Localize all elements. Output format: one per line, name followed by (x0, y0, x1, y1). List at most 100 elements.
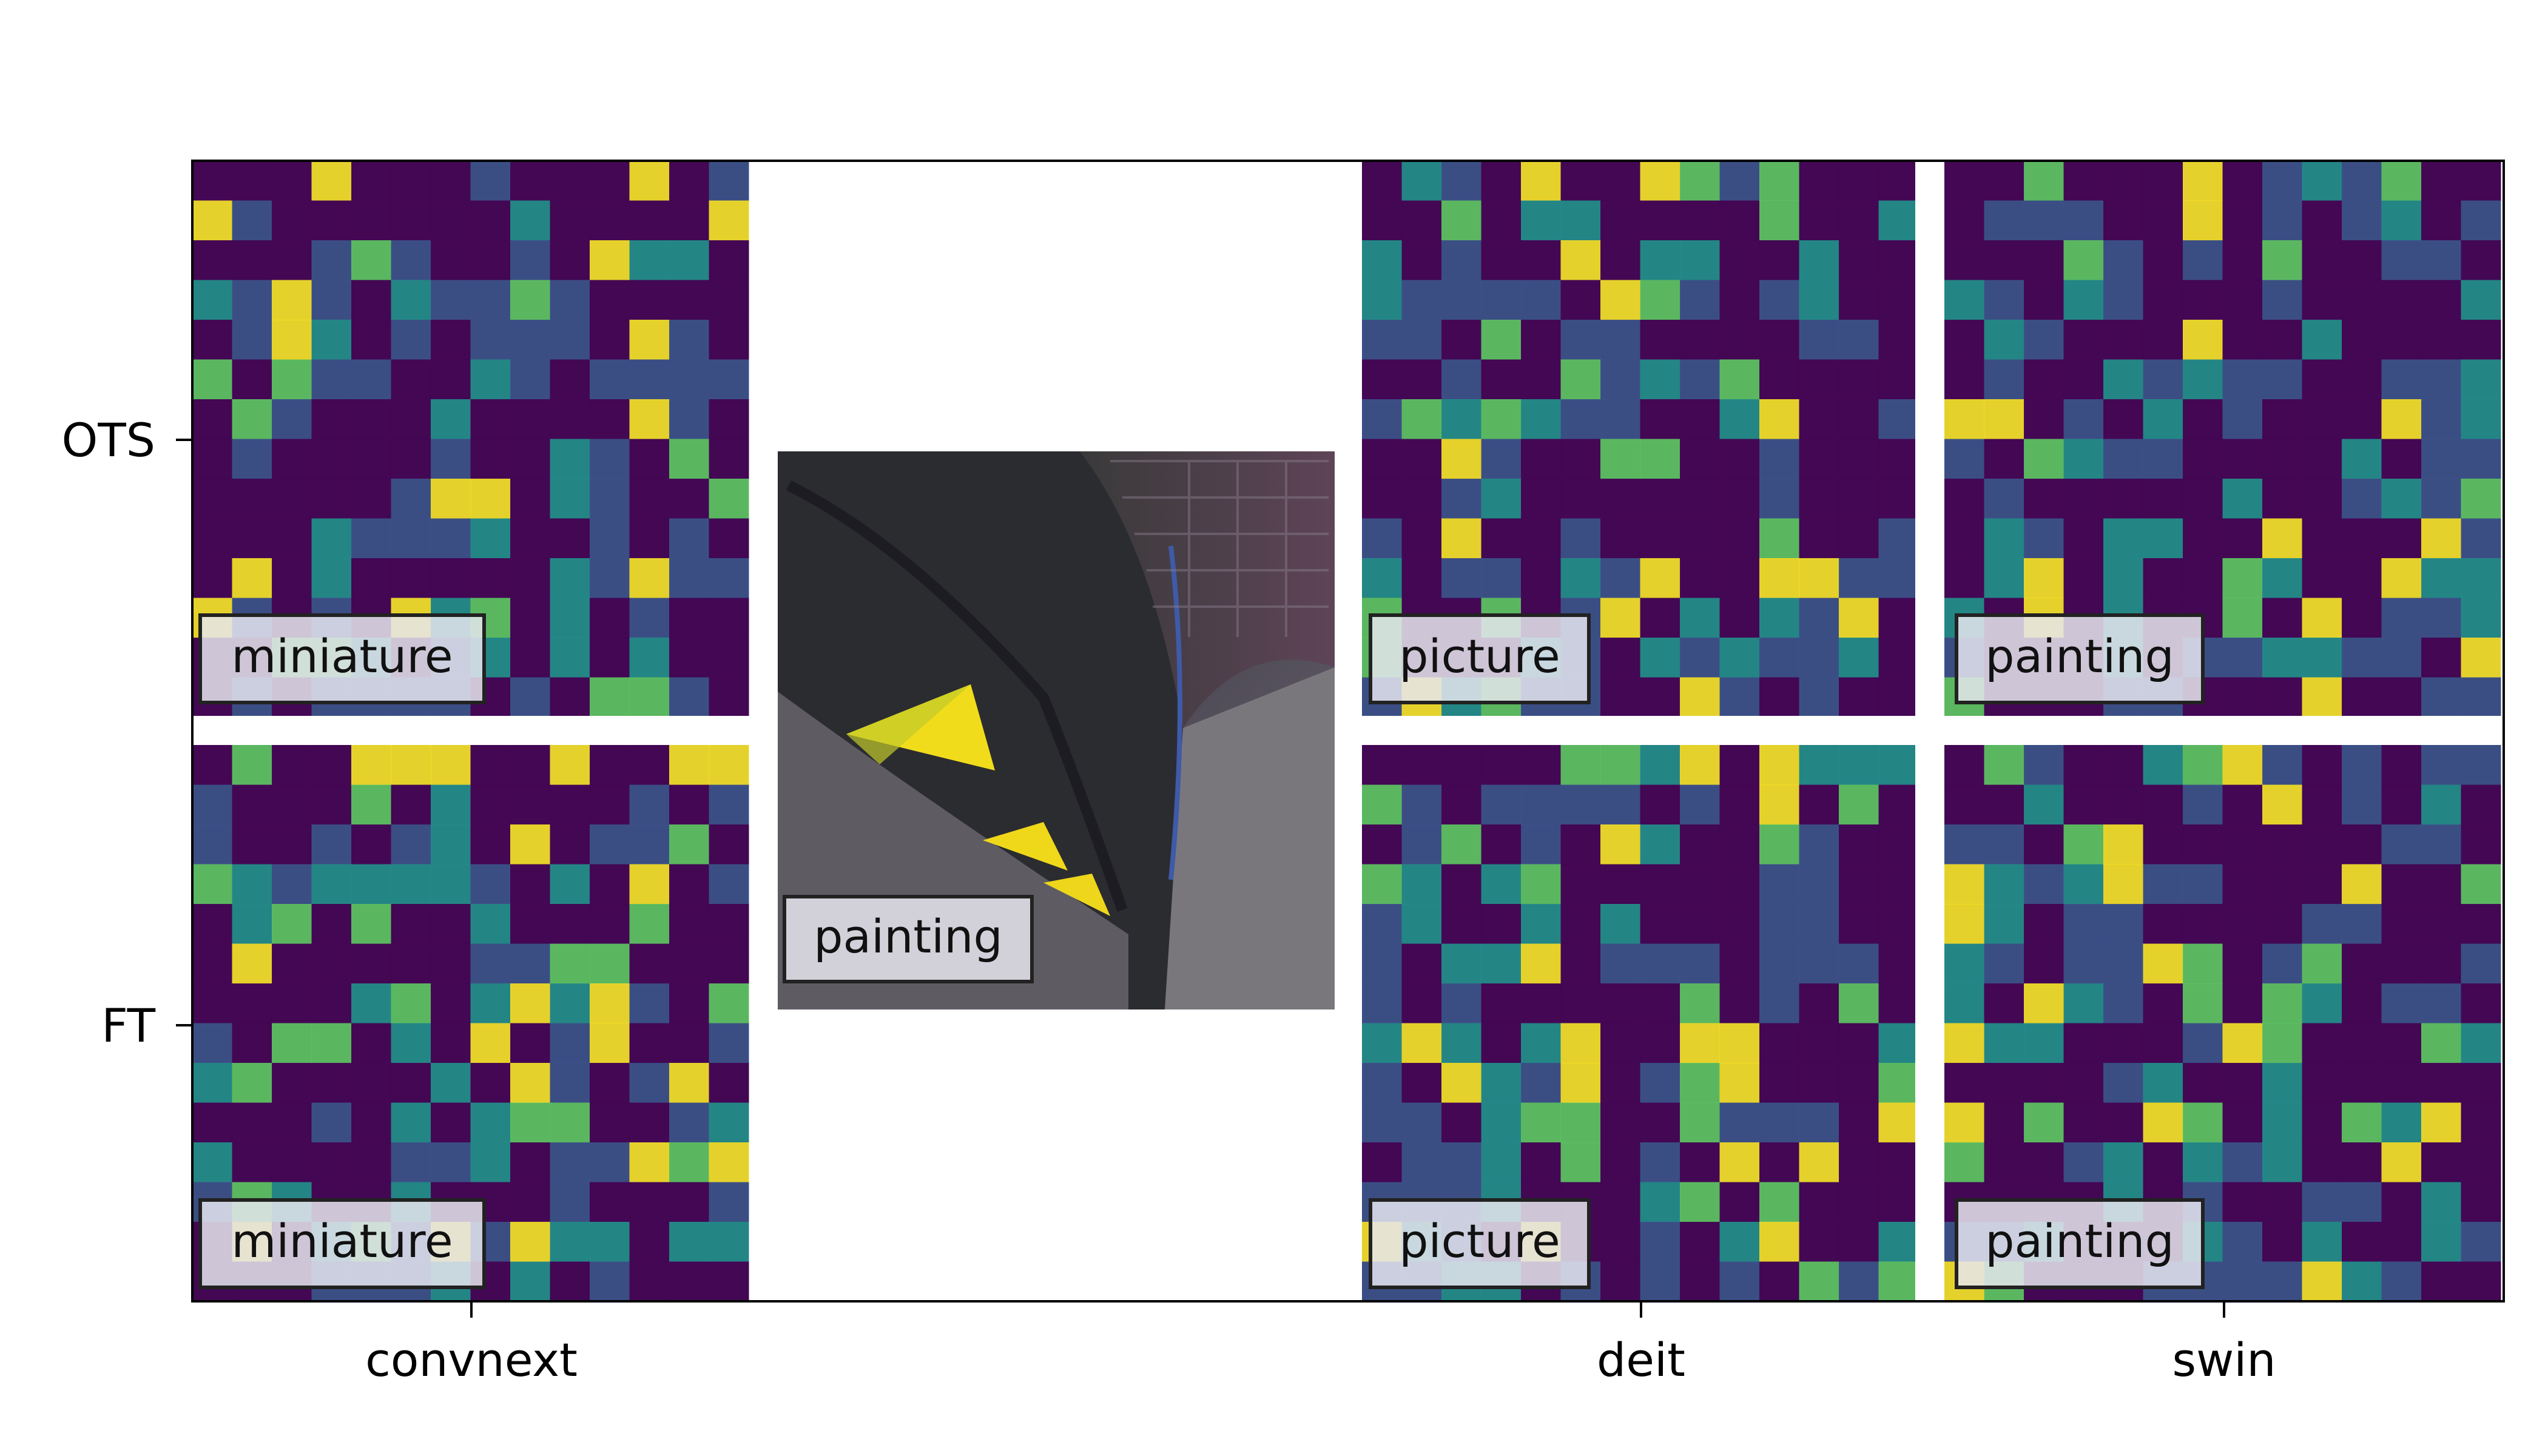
heatmap-cell (1839, 904, 1879, 944)
heatmap-cell (391, 320, 431, 360)
heatmap-cell (471, 745, 511, 785)
heatmap-cell (312, 1103, 352, 1143)
heatmap-cell (2223, 745, 2263, 785)
heatmap-cell (1600, 1222, 1640, 1262)
heatmap-cell (2024, 904, 2064, 944)
heatmap-cell (2262, 598, 2302, 638)
heatmap-cell (351, 1103, 391, 1143)
heatmap-cell (1640, 1222, 1680, 1262)
heatmap-cell (1839, 1063, 1879, 1103)
heatmap-cell (590, 360, 630, 400)
heatmap-cell (1799, 824, 1839, 864)
heatmap-cell (1561, 1142, 1601, 1182)
heatmap-cell (2342, 944, 2382, 984)
heatmap-cell (550, 1182, 590, 1222)
heatmap-cell (1561, 439, 1601, 479)
heatmap-cell (1879, 1182, 1919, 1222)
heatmap-cell (1879, 1063, 1919, 1103)
heatmap-cell (1720, 1063, 1760, 1103)
heatmap-cell (1521, 1103, 1561, 1143)
heatmap-cell (630, 479, 670, 519)
heatmap-cell (192, 399, 232, 439)
heatmap-cell (1984, 944, 2024, 984)
heatmap-cell (2382, 944, 2422, 984)
heatmap-cell (2461, 519, 2501, 559)
heatmap-cell (312, 519, 352, 559)
heatmap-cell (2262, 519, 2302, 559)
heatmap-cell (1561, 983, 1601, 1023)
heatmap-cell (232, 824, 272, 864)
heatmap-cell (630, 320, 670, 360)
heatmap-cell (2421, 1142, 2461, 1182)
heatmap-cell (1402, 558, 1442, 598)
heatmap-cell (669, 745, 709, 785)
heatmap-cell (232, 479, 272, 519)
heatmap-cell (1944, 983, 1984, 1023)
heatmap-cell (1879, 479, 1919, 519)
heatmap-cell (1640, 904, 1680, 944)
heatmap-cell (2342, 1142, 2382, 1182)
heatmap-cell (1759, 360, 1799, 400)
heatmap-cell (2183, 439, 2223, 479)
heatmap-cell (1680, 1103, 1720, 1143)
heatmap-cell (1839, 678, 1879, 718)
heatmap-cell (2461, 479, 2501, 519)
heatmap-cell (2064, 824, 2104, 864)
heatmap-cell (1402, 864, 1442, 905)
heatmap-cell (391, 558, 431, 598)
heatmap-cell (2382, 360, 2422, 400)
heatmap-cell (2262, 360, 2302, 400)
heatmap-cell (2421, 983, 2461, 1023)
heatmap-cell (1879, 745, 1919, 785)
heatmap-cell (391, 983, 431, 1023)
heatmap-cell (2421, 399, 2461, 439)
heatmap-cell (1720, 161, 1760, 201)
heatmap-cell (351, 280, 391, 320)
heatmap-cell (590, 824, 630, 864)
heatmap-cell (1600, 1262, 1640, 1302)
heatmap-cell (272, 944, 312, 984)
heatmap-cell (2461, 1103, 2501, 1143)
heatmap-cell (2421, 201, 2461, 241)
heatmap-cell (2262, 745, 2302, 785)
heatmap-cell (2064, 479, 2104, 519)
heatmap-cell (2223, 824, 2263, 864)
heatmap-cell (2223, 439, 2263, 479)
heatmap-cell (192, 904, 232, 944)
heatmap-cell (2421, 1023, 2461, 1063)
heatmap-cell (2382, 745, 2422, 785)
heatmap-cell (232, 161, 272, 201)
heatmap-cell (1759, 904, 1799, 944)
heatmap-cell (2103, 360, 2143, 400)
heatmap-cell (232, 360, 272, 400)
heatmap-cell (2143, 904, 2183, 944)
heatmap-cell (1839, 1103, 1879, 1143)
heatmap-cell (391, 161, 431, 201)
heatmap-cell (1481, 519, 1522, 559)
heatmap-cell (1839, 399, 1879, 439)
heatmap-cell (1402, 280, 1442, 320)
heatmap-cell (1720, 983, 1760, 1023)
heatmap-cell (471, 360, 511, 400)
heatmap-cell (1481, 558, 1522, 598)
heatmap-cell (2382, 824, 2422, 864)
heatmap-cell (590, 983, 630, 1023)
heatmap-cell (669, 678, 709, 718)
heatmap-cell (1680, 1222, 1720, 1262)
heatmap-cell (2421, 558, 2461, 598)
heatmap-cell (590, 439, 630, 479)
heatmap-cell (2302, 161, 2342, 201)
heatmap-cell (351, 240, 391, 280)
heatmap-cell (1402, 240, 1442, 280)
heatmap-cell (1561, 240, 1601, 280)
heatmap-cell (1944, 201, 1984, 241)
heatmap-cell (630, 1182, 670, 1222)
heatmap-cell (232, 558, 272, 598)
heatmap-cell (1640, 824, 1680, 864)
heatmap-cell (2421, 824, 2461, 864)
heatmap-cell (2461, 598, 2501, 638)
heatmap-cell (1984, 983, 2024, 1023)
heatmap-cell (192, 439, 232, 479)
heatmap-cell (1839, 1182, 1879, 1222)
heatmap-cell (1759, 745, 1799, 785)
